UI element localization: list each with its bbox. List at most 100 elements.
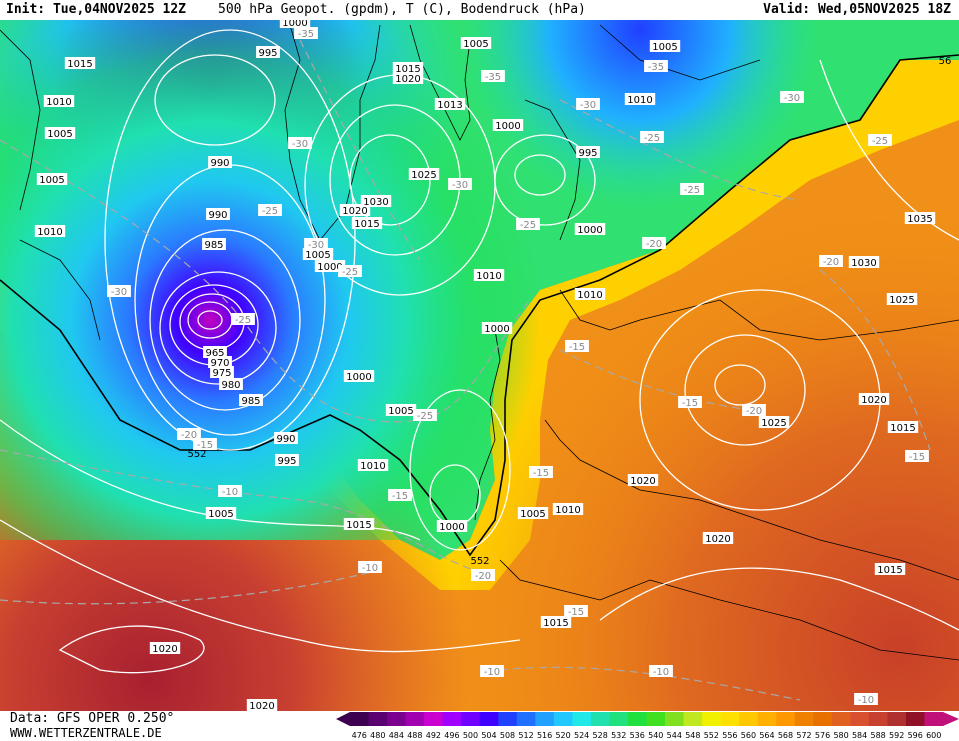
temperature-label-text: -15 <box>569 342 585 353</box>
legend-tick-label: 552 <box>704 731 719 740</box>
pressure-label-box <box>351 217 383 229</box>
source-url: WWW.WETTERZENTRALE.DE <box>10 726 162 740</box>
temperature-label: -20 <box>742 404 766 417</box>
temperature-label-text: -20 <box>181 430 197 441</box>
pressure-label: 1030 <box>360 195 392 208</box>
legend-swatch <box>683 712 703 726</box>
pressure-label-text: 1010 <box>627 95 652 106</box>
temperature-label-text: -35 <box>298 29 314 40</box>
map-title: 500 hPa Geopot. (gpdm), T (C), Bodendruc… <box>218 2 586 17</box>
height-label: 552 <box>187 449 206 460</box>
temperature-label: -25 <box>231 313 255 326</box>
legend-tick-label: 476 <box>352 731 367 740</box>
temperature-label: -25 <box>258 204 282 217</box>
temperature-label-box <box>680 183 704 195</box>
legend-swatch <box>924 712 944 726</box>
legend-tick-label: 588 <box>871 731 886 740</box>
temperature-label-text: -25 <box>520 220 536 231</box>
pressure-label-text: 1010 <box>37 227 62 238</box>
temperature-label: -10 <box>649 665 673 678</box>
pressure-label-text: 1020 <box>705 534 730 545</box>
temperature-label-box <box>564 605 588 617</box>
legend-swatch <box>720 712 740 726</box>
pressure-label: 995 <box>256 46 280 59</box>
pressure-label-text: 980 <box>221 380 240 391</box>
pressure-label-box <box>360 195 392 207</box>
temperature-label: -15 <box>388 489 412 502</box>
pressure-label: 1005 <box>460 37 492 50</box>
legend-tick-label: 536 <box>630 731 645 740</box>
pressure-label-box <box>886 293 918 305</box>
temperature-label-box <box>644 60 668 72</box>
temperature-label-box <box>358 561 382 573</box>
temperature-label-text: -20 <box>646 239 662 250</box>
pressure-label: 985 <box>202 238 226 251</box>
temperature-label: -35 <box>481 70 505 83</box>
temperature-label-text: -20 <box>746 406 762 417</box>
pressure-label: 990 <box>206 208 230 221</box>
temperature-label-text: -20 <box>475 571 491 582</box>
pressure-label-box <box>343 370 375 382</box>
temperature-label: -30 <box>780 91 804 104</box>
legend-tick-label: 540 <box>648 731 663 740</box>
pressure-label-box <box>239 394 263 406</box>
pressure-label-text: 1005 <box>652 42 677 53</box>
pressure-label-box <box>36 173 68 185</box>
pressure-label-text: 970 <box>210 358 229 369</box>
pressure-label-box <box>392 72 424 84</box>
temperature-label-text: -35 <box>485 72 501 83</box>
pressure-label-box <box>208 156 232 168</box>
pressure-label-text: 1005 <box>520 509 545 520</box>
temperature-label-text: -15 <box>533 468 549 479</box>
pressure-label: 1000 <box>574 223 606 236</box>
height-label-text: 56 <box>939 56 952 67</box>
pressure-label-text: 1020 <box>249 701 274 711</box>
pressure-label-box <box>149 642 181 654</box>
temperature-label: -15 <box>905 450 929 463</box>
legend-arrow-left <box>336 712 350 726</box>
pressure-label-box <box>246 699 278 711</box>
legend-tick-label: 484 <box>389 731 404 740</box>
temperature-label-text: -20 <box>823 257 839 268</box>
height-label: 552 <box>470 556 489 567</box>
pressure-label-box <box>434 98 466 110</box>
pressure-label-text: 1015 <box>877 565 902 576</box>
pressure-label-text: 990 <box>276 434 295 445</box>
pressure-label-box <box>649 40 681 52</box>
pressure-label-text: 1000 <box>439 522 464 533</box>
pressure-label: 1020 <box>627 474 659 487</box>
init-time: Init: Tue,04NOV2025 12Z <box>6 2 187 17</box>
pressure-label: 995 <box>275 454 299 467</box>
pressure-label: 1015 <box>874 563 906 576</box>
pressure-label-text: 990 <box>208 210 227 221</box>
pressure-label-text: 995 <box>578 148 597 159</box>
temperature-label-box <box>218 485 242 497</box>
pressure-label-box <box>874 563 906 575</box>
pressure-label: 995 <box>576 146 600 159</box>
temperature-label-box <box>413 409 437 421</box>
temperature-labels: -35 -35 -35 -30 -30 -30 -30 -30 -30 -25 -25 -25 -25 -… <box>107 27 929 706</box>
legend-swatch <box>572 712 592 726</box>
legend-swatch <box>702 712 722 726</box>
pressure-label: 1020 <box>392 72 424 85</box>
temperature-label-text: -30 <box>784 93 800 104</box>
temperature-label-text: -25 <box>235 315 251 326</box>
pressure-label: 1005 <box>205 507 237 520</box>
legend-tick-label: 548 <box>685 731 700 740</box>
temperature-label: -20 <box>819 255 843 268</box>
pressure-label-box <box>436 520 468 532</box>
temperature-label: -25 <box>516 218 540 231</box>
temperature-label: -30 <box>448 178 472 191</box>
pressure-label-text: 1015 <box>67 59 92 70</box>
legend-swatch <box>461 712 481 726</box>
temperature-label-box <box>481 70 505 82</box>
pressure-label: 1010 <box>357 459 389 472</box>
temperature-label-text: -15 <box>909 452 925 463</box>
pressure-label-text: 1000 <box>495 121 520 132</box>
legend-swatch <box>831 712 851 726</box>
legend-tick-label: 544 <box>667 731 682 740</box>
legend-tick-label: 488 <box>407 731 422 740</box>
temperature-label: -25 <box>640 131 664 144</box>
temperature-label: -15 <box>565 340 589 353</box>
temperature-label: -15 <box>678 396 702 409</box>
